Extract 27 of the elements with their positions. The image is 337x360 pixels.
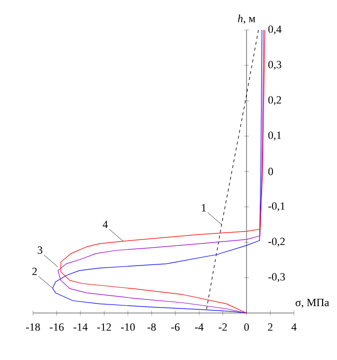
y-tick-label: 0,3 (268, 60, 282, 70)
x-tick-label: 2 (268, 323, 272, 331)
x-tick-label: -14 (74, 323, 88, 331)
annotation: 4 (102, 220, 108, 228)
y-tick-label: 0,1 (268, 132, 282, 141)
y-tick-label: 0,4 (268, 26, 282, 34)
x-tick-label: -2 (218, 323, 227, 331)
annotation: 2 (32, 268, 37, 276)
line-series (206, 30, 259, 312)
y-tick-label: -0,2 (268, 238, 285, 247)
x-tick-label: -18 (26, 323, 40, 331)
annotation: 1 (202, 204, 206, 212)
x-tick-label: 0 (244, 323, 249, 331)
y-axis-title: h, м (238, 14, 256, 24)
x-tick-label: -12 (97, 323, 111, 331)
y-tick-label: 0,2 (268, 96, 282, 106)
x-tick-label: -6 (171, 323, 180, 331)
x-tick-label: -16 (50, 323, 64, 331)
x-tick-label: 4 (291, 323, 297, 331)
x-tick-label: -4 (194, 323, 204, 331)
annotation: 3 (38, 246, 42, 254)
x-tick-label: -8 (147, 323, 156, 331)
x-axis-title: σ, МПа (296, 298, 330, 308)
x-tick-label: -10 (120, 323, 135, 331)
y-tick-label: 0 (268, 168, 273, 176)
y-tick-label: -0,1 (268, 202, 285, 212)
y-tick-label: -0,3 (268, 273, 285, 282)
